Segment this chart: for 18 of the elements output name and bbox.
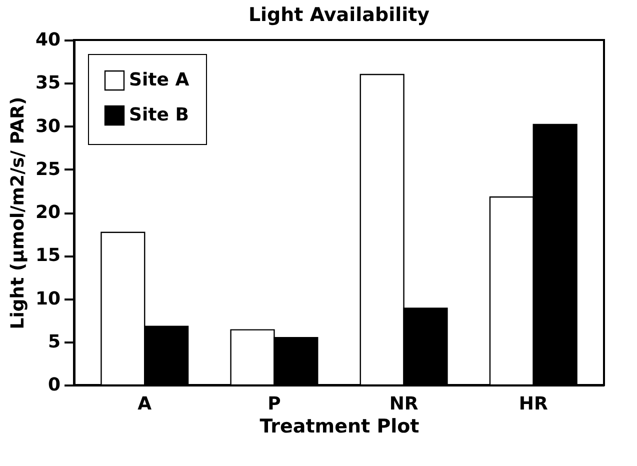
legend-label: Site A [129,70,190,90]
legend-label: Site B [129,104,189,126]
x-tick-label: NR [389,394,418,414]
y-tick-label: 10 [35,288,60,310]
x-tick-label: A [138,394,152,414]
y-tick-label: 0 [48,374,60,396]
y-tick-label: 30 [35,116,60,137]
y-tick-label: 35 [35,72,60,94]
y-axis-title: Light (μmol/m2/s/ PAR) [7,96,28,330]
y-tick-label: 40 [35,30,60,50]
x-axis-title: Treatment Plot [260,416,420,438]
y-tick-label: 5 [48,331,60,352]
y-tick-label: 20 [35,202,60,223]
y-tick-label: 15 [35,245,60,266]
x-tick-label: P [268,394,281,414]
chart-title: Light Availability [248,4,430,26]
x-tick-label: HR [518,394,548,414]
y-tick-label: 25 [35,158,60,180]
